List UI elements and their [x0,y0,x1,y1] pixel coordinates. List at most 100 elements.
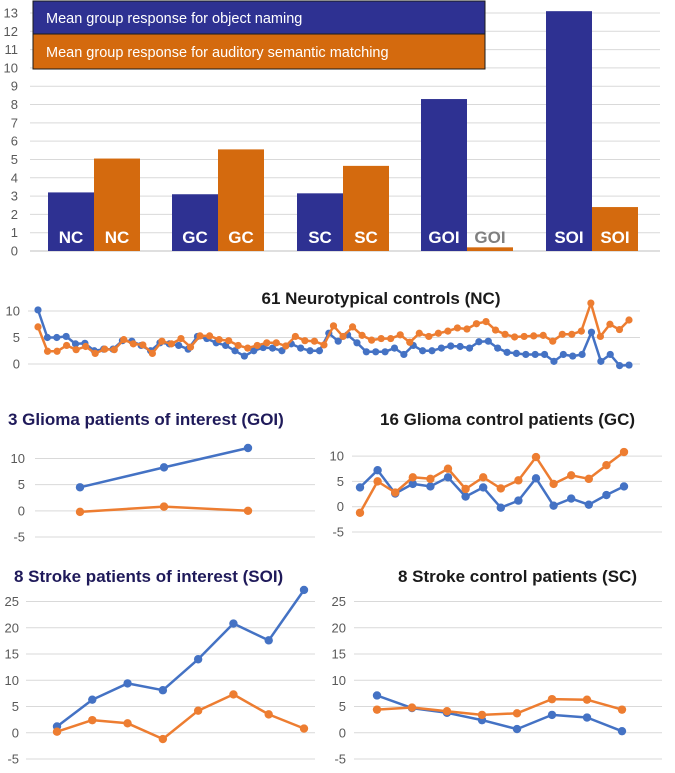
data-point [501,330,509,338]
bar-label: GOI [474,228,505,247]
data-point [549,479,558,489]
data-point [512,349,521,357]
data-point [512,709,522,718]
data-point [272,339,280,347]
data-point [234,341,242,350]
y-tick-label: 15 [332,647,346,662]
line-chart-soi [26,585,315,760]
data-point [425,332,433,341]
data-point [53,347,61,355]
line-chart-sc [354,601,662,760]
data-point [496,503,505,512]
data-point [447,342,455,350]
y-tick-label: 10 [6,304,20,319]
y-tick-label: 0 [11,244,18,259]
bar [94,158,140,251]
data-point [264,636,273,645]
data-point [43,333,51,342]
legend-semantic-label: Mean group response for auditory semanti… [46,45,389,61]
data-point [196,332,204,340]
data-point [315,347,324,355]
bar-label: SOI [600,228,629,247]
data-point [587,299,595,307]
data-point [373,466,382,475]
chart-title: 8 Stroke patients of interest (SOI) [14,567,283,586]
y-tick-label: 5 [12,699,19,714]
data-point [617,705,627,714]
data-point [215,336,223,344]
data-point [619,447,629,457]
data-point [530,332,538,340]
data-point [297,344,305,352]
y-tick-label: 5 [339,699,346,714]
data-point [75,507,85,517]
y-tick-label: 15 [5,647,19,662]
data-point [390,344,399,352]
data-point [229,690,238,699]
data-point [159,463,169,472]
data-point [550,357,558,365]
bar [343,165,389,251]
data-point [231,347,239,355]
data-point [264,710,273,719]
bar [592,207,638,251]
data-point [511,333,519,341]
data-point [362,348,370,356]
data-point [617,726,627,736]
series-line [56,693,305,741]
legend-semantic-box [32,33,486,70]
data-point [120,336,128,344]
data-point [82,342,90,351]
y-tick-label: 7 [11,115,18,130]
data-point [372,691,382,700]
chart-title: 8 Stroke control patients (SC) [398,567,637,586]
y-tick-label: 10 [332,673,346,688]
data-point [167,340,176,348]
data-point [88,695,97,704]
data-point [426,482,435,491]
y-tick-label: 0 [18,503,25,518]
data-point [514,476,523,485]
data-point [193,706,203,715]
y-tick-label: 25 [332,594,346,609]
y-tick-label: -5 [7,752,19,767]
data-point [559,350,567,359]
data-point [177,334,185,343]
data-point [540,350,549,359]
y-tick-label: 2 [11,207,18,222]
data-point [415,329,423,337]
data-point [443,464,453,473]
legend-naming-label: Mean group response for object naming [46,11,302,27]
y-tick-label: 12 [4,24,18,39]
line-chart-gc [352,447,662,533]
line-chart-goi [35,443,315,538]
data-point [484,337,492,345]
series-line [376,697,623,717]
data-point [491,326,500,334]
data-point [520,332,528,341]
data-point [244,344,252,352]
y-tick-label: 0 [339,725,346,740]
data-point [400,350,408,359]
bar-chart [30,0,660,252]
chart-title: 16 Glioma control patients (GC) [380,410,635,429]
data-point [606,320,614,328]
data-point [310,337,319,345]
y-tick-label: 20 [5,620,19,635]
data-point [582,713,592,722]
data-point [110,346,118,354]
data-point [587,328,596,336]
y-tick-label: -5 [332,525,344,540]
data-point [291,332,299,341]
bar [421,99,467,252]
data-point [34,323,42,331]
data-point [584,474,593,484]
data-point [625,361,633,369]
data-point [158,686,168,695]
bar-label: GC [228,228,254,247]
data-point [578,350,586,359]
data-point [334,337,342,345]
data-point [229,619,238,628]
bar [546,11,592,251]
data-point [353,339,361,347]
